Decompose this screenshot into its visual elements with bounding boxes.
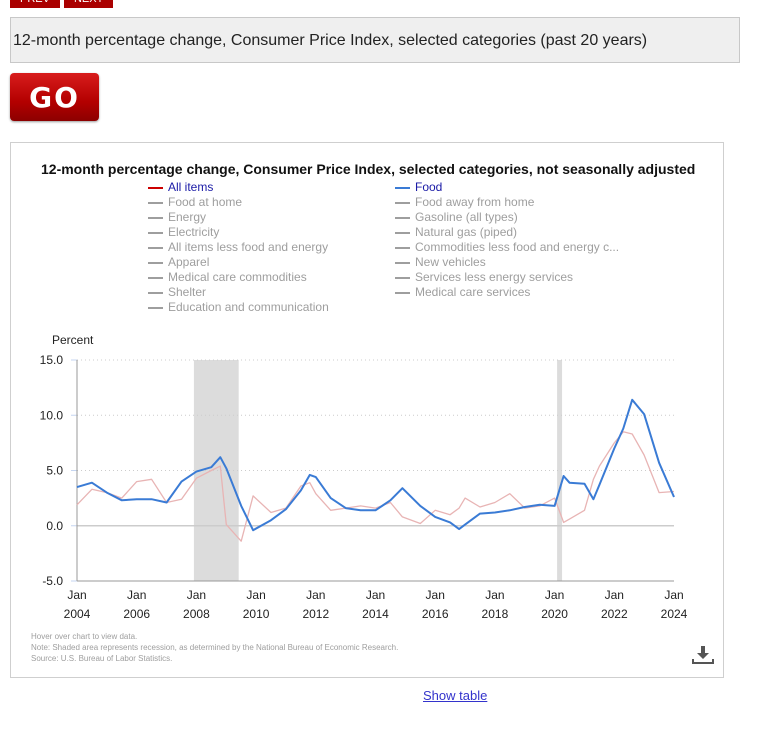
legend-label: Food — [415, 180, 443, 194]
legend-item[interactable]: Shelter — [148, 285, 329, 300]
legend-line-icon — [148, 231, 163, 234]
x-tick-label: 2008 — [183, 607, 210, 621]
x-tick-label: Jan — [545, 588, 564, 602]
x-tick-label: 2004 — [64, 607, 91, 621]
legend-label: Education and communication — [168, 300, 329, 314]
legend-item[interactable]: Energy — [148, 210, 329, 225]
legend-item[interactable]: Services less energy services — [395, 270, 619, 285]
legend-line-icon — [395, 246, 410, 249]
x-tick-label: Jan — [366, 588, 385, 602]
y-tick-label: 0.0 — [46, 519, 63, 533]
x-tick-label: 2022 — [601, 607, 628, 621]
y-tick-label: 10.0 — [40, 408, 64, 422]
legend-item[interactable]: All items — [148, 180, 329, 195]
legend-item[interactable]: All items less food and energy — [148, 240, 329, 255]
legend-item[interactable]: Gasoline (all types) — [395, 210, 619, 225]
legend-item[interactable]: Commodities less food and energy c... — [395, 240, 619, 255]
x-tick-label: Jan — [605, 588, 624, 602]
legend-label: Energy — [168, 210, 207, 224]
next-button[interactable]: NEXT — [63, 0, 114, 8]
y-tick-label: 5.0 — [46, 464, 63, 478]
x-tick-label: 2012 — [302, 607, 329, 621]
legend-line-icon — [395, 216, 410, 219]
all-items-series-line — [76, 431, 675, 542]
x-tick-label: Jan — [187, 588, 206, 602]
legend-label: Shelter — [168, 285, 207, 299]
legend-line-icon — [395, 201, 410, 204]
legend-item[interactable]: Medical care services — [395, 285, 619, 300]
legend-left-column: All items Food at home Energy Electricity Al… — [148, 180, 329, 315]
download-icon[interactable] — [691, 643, 715, 667]
x-tick-label: Jan — [306, 588, 325, 602]
legend-line-icon — [395, 231, 410, 234]
legend-item[interactable]: Food away from home — [395, 195, 619, 210]
x-tick-label: 2020 — [541, 607, 568, 621]
legend-line-icon — [395, 291, 410, 294]
x-tick-label: 2006 — [123, 607, 150, 621]
legend-line-icon — [148, 186, 163, 189]
legend-item[interactable]: New vehicles — [395, 255, 619, 270]
legend-label: All items — [168, 180, 214, 194]
food-series-line — [76, 398, 675, 532]
recession-note: Note: Shaded area represents recession, … — [31, 643, 399, 652]
x-tick-label: Jan — [664, 588, 683, 602]
legend-line-icon — [148, 201, 163, 204]
legend-label: Medical care commodities — [168, 270, 307, 284]
x-tick-label: 2024 — [661, 607, 688, 621]
x-tick-label: Jan — [426, 588, 445, 602]
legend-line-icon — [148, 306, 163, 309]
legend-label: All items less food and energy — [168, 240, 329, 254]
legend-line-icon — [148, 216, 163, 219]
legend-line-icon — [148, 246, 163, 249]
x-tick-label: Jan — [127, 588, 146, 602]
source-note: Source: U.S. Bureau of Labor Statistics. — [31, 654, 173, 663]
plot-area[interactable]: 15.0 10.0 5.0 0.0 -5.0 Jan 2004 Jan 2006 Jan 2008 J… — [11, 143, 723, 623]
x-tick-label: 2010 — [243, 607, 270, 621]
legend-label: Medical care services — [415, 285, 531, 299]
legend-line-icon — [148, 261, 163, 264]
x-tick-label: 2014 — [362, 607, 389, 621]
legend-line-icon — [148, 276, 163, 279]
legend-item[interactable]: Education and communication — [148, 300, 329, 315]
chart-selector-dropdown[interactable]: 12-month percentage change, Consumer Pri… — [10, 17, 740, 63]
legend-line-icon — [395, 261, 410, 264]
legend-item[interactable]: Electricity — [148, 225, 329, 240]
recession-shade — [557, 360, 563, 581]
legend-label: Electricity — [168, 225, 220, 239]
legend-label: Food away from home — [415, 195, 535, 209]
chart-title: 12-month percentage change, Consumer Pri… — [41, 161, 696, 177]
prev-button[interactable]: PREV — [10, 0, 60, 8]
legend-label: Apparel — [168, 255, 210, 269]
x-tick-label: 2016 — [422, 607, 449, 621]
legend-label: Natural gas (piped) — [415, 225, 518, 239]
legend-right-column: Food Food away from home Gasoline (all typ… — [395, 180, 619, 300]
legend-label: Services less energy services — [415, 270, 574, 284]
legend-line-icon — [148, 291, 163, 294]
legend-line-icon — [395, 276, 410, 279]
legend-item[interactable]: Natural gas (piped) — [395, 225, 619, 240]
legend-item[interactable]: Medical care commodities — [148, 270, 329, 285]
chart-footnotes: Hover over chart to view data. Note: Sha… — [31, 631, 398, 664]
legend-label: New vehicles — [415, 255, 486, 269]
show-table-link[interactable]: Show table — [423, 688, 488, 703]
x-tick-label: 2018 — [482, 607, 509, 621]
legend-item[interactable]: Apparel — [148, 255, 329, 270]
legend-item[interactable]: Food at home — [148, 195, 329, 210]
pagination-buttons: PREV NEXT — [10, 0, 114, 8]
chart-container: 12-month percentage change, Consumer Pri… — [10, 142, 724, 678]
legend-item[interactable]: Food — [395, 180, 619, 195]
y-tick-label: -5.0 — [42, 574, 63, 588]
y-tick-label: 15.0 — [40, 353, 64, 367]
legend-label: Gasoline (all types) — [415, 210, 518, 224]
y-axis-label: Percent — [52, 333, 94, 347]
go-button[interactable]: GO — [10, 73, 99, 121]
legend-line-icon — [395, 186, 410, 189]
x-tick-label: Jan — [485, 588, 504, 602]
hover-hint: Hover over chart to view data. — [31, 632, 138, 641]
legend-label: Commodities less food and energy c... — [415, 240, 620, 254]
x-tick-label: Jan — [246, 588, 265, 602]
x-tick-label: Jan — [67, 588, 86, 602]
legend-label: Food at home — [168, 195, 243, 209]
